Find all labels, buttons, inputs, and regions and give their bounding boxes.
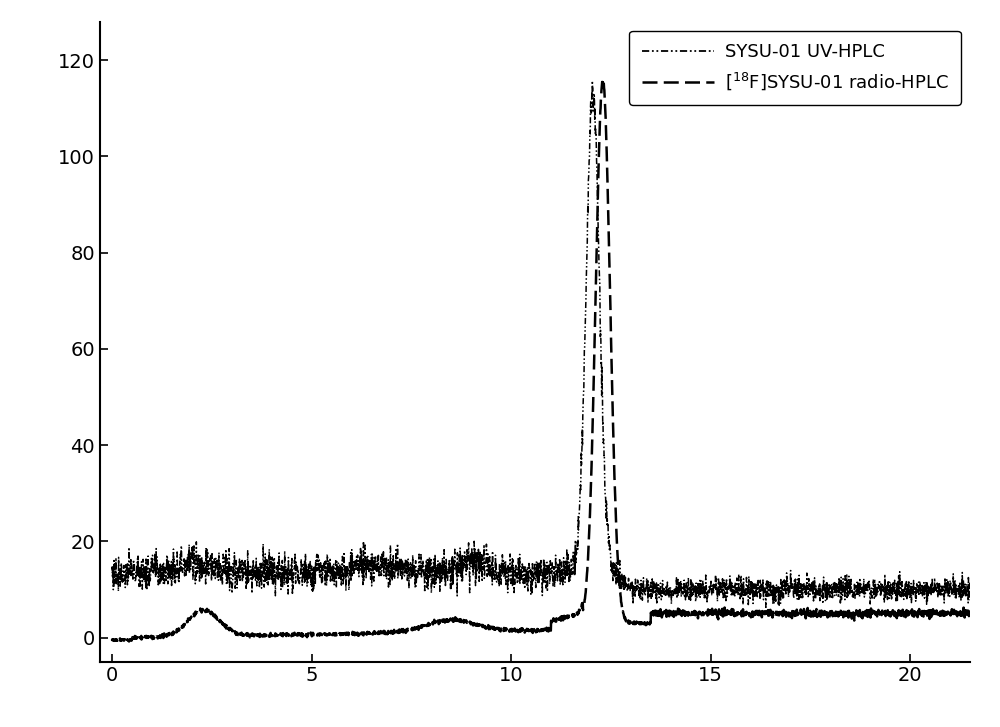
Legend: SYSU-01 UV-HPLC, [$^{18}$F]SYSU-01 radio-HPLC: SYSU-01 UV-HPLC, [$^{18}$F]SYSU-01 radio… <box>629 31 961 105</box>
